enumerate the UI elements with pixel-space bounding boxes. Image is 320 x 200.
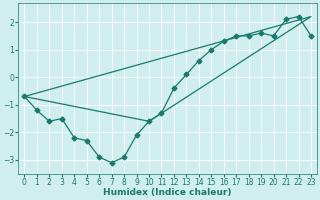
X-axis label: Humidex (Indice chaleur): Humidex (Indice chaleur) — [103, 188, 232, 197]
